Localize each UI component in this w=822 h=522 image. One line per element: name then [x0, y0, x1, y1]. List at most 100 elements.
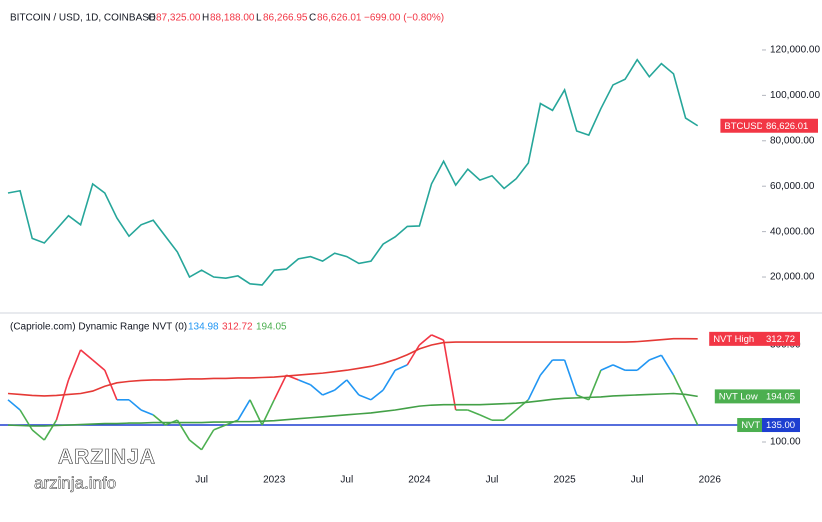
nvt-segment	[7, 399, 21, 411]
h-label: H	[202, 13, 209, 24]
badge-box	[762, 418, 800, 433]
nvt-segment	[152, 414, 166, 426]
nvt-segment	[503, 409, 517, 421]
nvt-segment	[527, 374, 542, 401]
high: 88,188.00	[210, 13, 255, 24]
x-tick-label: Jul	[195, 475, 208, 486]
nvt-segment	[346, 379, 360, 396]
y-tick-label: 80,000.00	[770, 135, 815, 146]
low: 86,266.95	[263, 13, 308, 24]
nvt-segment	[237, 399, 251, 421]
nvt-segment	[334, 379, 348, 391]
open: 87,325.00	[156, 13, 201, 24]
l-label: L	[256, 13, 262, 24]
nvt-segment	[370, 389, 384, 401]
y-tick-label: 60,000.00	[770, 181, 815, 192]
o-label: O	[148, 13, 156, 24]
badge-box	[762, 331, 800, 346]
logo	[34, 441, 54, 465]
nvt-segment	[649, 354, 662, 361]
badge-value: 312.72	[766, 334, 795, 345]
badge-box	[762, 118, 818, 133]
nvt-segment	[213, 424, 227, 431]
badge-box	[709, 331, 762, 346]
badge-box	[720, 118, 762, 133]
nvt-segment	[273, 374, 288, 401]
y-tick-label: 20,000.00	[770, 272, 815, 283]
nvt-segment	[298, 379, 311, 386]
nvt-segment	[431, 334, 444, 341]
badge-name: BTCUSD	[724, 121, 763, 132]
badge-box	[714, 389, 762, 404]
indicator-title: (Capriole.com) Dynamic Range NVT (0)	[10, 322, 187, 333]
nvt-segment	[515, 399, 529, 411]
watermark: ARZINJA arzinja.info	[34, 441, 156, 493]
nvt-segment	[418, 334, 433, 346]
change: −699.00 (−0.80%)	[364, 13, 444, 24]
y-tick-label: 100.00	[770, 437, 801, 448]
badge-name: NVT High	[713, 334, 754, 345]
legend-value: 312.72	[222, 322, 253, 333]
badge-name: NVT Low	[719, 391, 758, 402]
nvt-segment	[188, 439, 203, 451]
badge-value: 135.00	[766, 420, 795, 431]
badge-box	[737, 418, 762, 433]
nvt-segment	[31, 429, 45, 441]
nvt-segment	[67, 349, 82, 381]
badge-name: NVT	[741, 420, 760, 431]
x-tick-label: 2023	[263, 475, 286, 486]
nvt-segment	[479, 414, 493, 421]
x-tick-label: Jul	[486, 475, 499, 486]
nvt-segment	[92, 359, 106, 371]
badge-box	[762, 389, 800, 404]
close: 86,626.01	[317, 13, 362, 24]
x-tick-label: 2024	[408, 475, 431, 486]
nvt-segment	[406, 344, 421, 366]
badge-value: 86,626.01	[766, 121, 808, 132]
nvt-segment	[43, 419, 58, 441]
site: arzinja.info	[34, 473, 116, 492]
nvt-segment	[612, 364, 626, 371]
plots: 20,000.00 40,000.00 60,000.00 80,000.00 100,…	[0, 45, 820, 486]
nvt-segment	[128, 399, 142, 411]
nvt-segment	[176, 419, 191, 441]
nvt-segment	[19, 409, 33, 431]
symbol: BITCOIN / USD, 1D, COINBASE	[10, 13, 156, 24]
x-tick-label: Jul	[340, 475, 353, 486]
nvt-segment	[467, 409, 481, 416]
nvt-segment	[588, 369, 602, 401]
y-tick-label: 120,000.00	[770, 45, 820, 56]
legend-value: 194.05	[256, 322, 287, 333]
y-tick-label: 40,000.00	[770, 226, 815, 237]
x-tick-label: Jul	[631, 475, 644, 486]
nvt-segment	[55, 379, 70, 421]
nvt-segment	[200, 429, 215, 451]
nvt-segment	[80, 349, 94, 361]
nvt-segment	[563, 359, 578, 396]
header: BITCOIN / USD, 1D, COINBASE O 87,325.00 …	[10, 13, 444, 24]
c-label: C	[309, 13, 316, 24]
nvt-segment	[672, 374, 687, 401]
series-line	[7, 392, 698, 427]
x-tick-label: 2025	[553, 475, 576, 486]
series-line	[7, 337, 698, 397]
nvt-segment	[684, 399, 699, 426]
nvt-segment	[394, 364, 408, 371]
y-tick-label: 100,000.00	[770, 90, 820, 101]
nvt-segment	[322, 389, 335, 396]
series-line	[7, 58, 699, 286]
x-tick-label: 2026	[699, 475, 722, 486]
nvt-segment	[382, 369, 396, 391]
nvt-segment	[600, 364, 614, 371]
nvt-segment	[358, 394, 372, 401]
brand: ARZINJA	[58, 446, 156, 469]
nvt-segment	[539, 359, 554, 376]
nvt-segment	[140, 409, 154, 416]
nvt-segment	[442, 340, 457, 411]
legend-value: 134.98	[188, 322, 219, 333]
nvt-segment	[636, 359, 650, 371]
nvt-segment	[309, 384, 324, 396]
nvt-segment	[660, 354, 675, 376]
badge-value: 194.05	[766, 391, 795, 402]
